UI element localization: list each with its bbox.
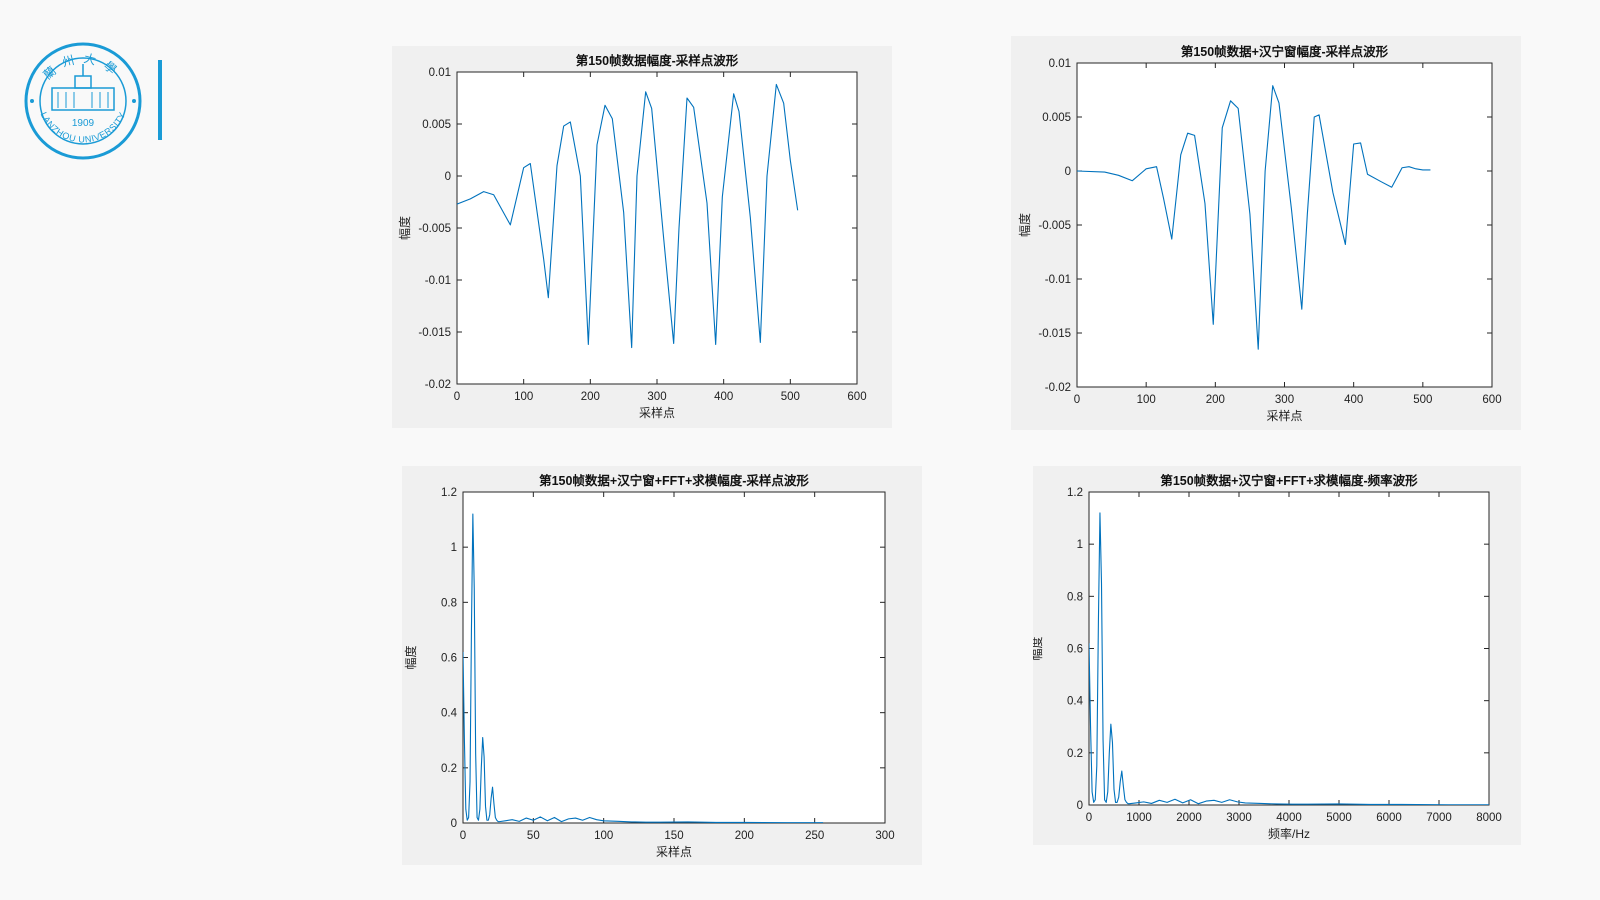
chart-frame-fft-frequency: 第150帧数据+汉宁窗+FFT+求模幅度-频率波形 0 1000 2000 3000 40… bbox=[1033, 466, 1521, 845]
logo-year: 1909 bbox=[72, 118, 95, 129]
y-axis-label: 幅度 bbox=[403, 645, 418, 669]
chart-1: 第150帧数据+汉宁窗幅度-采样点波形 0 100 200 300 400 500 600 -0… bbox=[1017, 44, 1502, 423]
x-tick-label: 3000 bbox=[1226, 812, 1252, 824]
chart-0: 第150帧数据幅度-采样点波形 0 100 200 300 400 500 600 -0.02 -… bbox=[397, 53, 867, 420]
y-tick-label: 0.005 bbox=[422, 119, 451, 131]
x-tick-label: 4000 bbox=[1276, 812, 1302, 824]
university-logo: 1909 LANZHOU UNIVERSITY 蘭州大學 bbox=[22, 40, 144, 162]
y-tick-label: -0.015 bbox=[1038, 328, 1071, 340]
x-tick-label: 300 bbox=[875, 830, 894, 842]
x-tick-label: 0 bbox=[460, 830, 466, 842]
y-tick-label: 0.8 bbox=[441, 597, 457, 609]
chart-title: 第150帧数据+汉宁窗+FFT+求模幅度-频率波形 bbox=[1160, 473, 1418, 488]
y-tick-label: 0.6 bbox=[1067, 644, 1083, 656]
x-tick-label: 100 bbox=[514, 391, 533, 403]
series-line bbox=[1089, 512, 1489, 805]
x-axis-label: 频率/Hz bbox=[1268, 826, 1310, 841]
series-line bbox=[463, 513, 824, 823]
x-tick-label: 500 bbox=[1413, 394, 1432, 406]
chart-2: 第150帧数据+汉宁窗+FFT+求模幅度-采样点波形 0 50 100 150 200 25… bbox=[403, 473, 895, 859]
x-tick-label: 600 bbox=[847, 391, 866, 403]
y-tick-label: 0.01 bbox=[1049, 58, 1071, 70]
plot-area bbox=[462, 491, 886, 824]
x-tick-label: 400 bbox=[714, 391, 733, 403]
y-tick-label: 0.01 bbox=[429, 67, 451, 79]
chart-frame-hanning-amplitude-samples: 第150帧数据+汉宁窗幅度-采样点波形 0 100 200 300 400 500 600 -0… bbox=[1011, 36, 1521, 430]
y-tick-label: 1 bbox=[451, 542, 457, 554]
x-tick-label: 0 bbox=[1086, 812, 1092, 824]
y-tick-label: 0 bbox=[445, 171, 451, 183]
x-tick-label: 200 bbox=[735, 830, 754, 842]
y-tick-label: 0.2 bbox=[1067, 748, 1083, 760]
y-tick-label: 0 bbox=[1077, 800, 1083, 812]
series-line bbox=[1077, 85, 1431, 350]
chart-title: 第150帧数据+汉宁窗幅度-采样点波形 bbox=[1181, 44, 1389, 59]
y-tick-label: 0.8 bbox=[1067, 591, 1083, 603]
y-tick-label: -0.005 bbox=[418, 223, 451, 235]
y-tick-label: -0.01 bbox=[1045, 274, 1071, 286]
y-tick-label: 1 bbox=[1077, 539, 1083, 551]
x-tick-label: 100 bbox=[1137, 394, 1156, 406]
y-axis-label: 幅度 bbox=[1033, 636, 1044, 660]
chart-frame-amplitude-samples: 第150帧数据幅度-采样点波形 0 100 200 300 400 500 600 -0.02 -… bbox=[392, 46, 892, 428]
y-tick-label: 0 bbox=[451, 818, 457, 830]
x-tick-label: 0 bbox=[454, 391, 460, 403]
x-tick-label: 7000 bbox=[1426, 812, 1452, 824]
plot-area bbox=[1088, 491, 1490, 806]
y-tick-label: -0.005 bbox=[1038, 220, 1071, 232]
chart-frame-fft-samples: 第150帧数据+汉宁窗+FFT+求模幅度-采样点波形 0 50 100 150 200 25… bbox=[402, 466, 922, 865]
x-tick-label: 250 bbox=[805, 830, 824, 842]
x-tick-label: 300 bbox=[1275, 394, 1294, 406]
x-axis-label: 采样点 bbox=[656, 844, 692, 859]
chart-title: 第150帧数据幅度-采样点波形 bbox=[576, 53, 739, 68]
x-tick-label: 0 bbox=[1074, 394, 1080, 406]
y-tick-label: -0.02 bbox=[1045, 382, 1071, 394]
y-tick-label: -0.02 bbox=[425, 379, 451, 391]
y-tick-label: -0.015 bbox=[418, 327, 451, 339]
x-tick-label: 500 bbox=[781, 391, 800, 403]
plot-area bbox=[1076, 62, 1493, 388]
y-tick-label: 0.4 bbox=[1067, 696, 1084, 708]
x-tick-label: 200 bbox=[581, 391, 600, 403]
x-tick-label: 2000 bbox=[1176, 812, 1202, 824]
logo-divider bbox=[158, 60, 162, 140]
chart-title: 第150帧数据+汉宁窗+FFT+求模幅度-采样点波形 bbox=[539, 473, 809, 488]
university-seal-icon: 1909 LANZHOU UNIVERSITY 蘭州大學 bbox=[24, 42, 142, 160]
series-line bbox=[457, 83, 799, 349]
plot-area bbox=[456, 71, 858, 385]
x-axis-label: 采样点 bbox=[639, 405, 675, 420]
y-axis-label: 幅度 bbox=[397, 216, 412, 240]
x-tick-label: 1000 bbox=[1126, 812, 1152, 824]
y-axis-label: 幅度 bbox=[1017, 213, 1032, 237]
y-tick-label: 0.2 bbox=[441, 763, 457, 775]
x-tick-label: 600 bbox=[1482, 394, 1501, 406]
x-tick-label: 200 bbox=[1206, 394, 1225, 406]
x-tick-label: 8000 bbox=[1476, 812, 1502, 824]
y-tick-label: 0.4 bbox=[441, 708, 458, 720]
y-tick-label: 1.2 bbox=[441, 487, 457, 499]
y-tick-label: 0.6 bbox=[441, 653, 457, 665]
x-tick-label: 150 bbox=[664, 830, 683, 842]
y-tick-label: 0 bbox=[1065, 166, 1071, 178]
y-tick-label: 0.005 bbox=[1042, 112, 1071, 124]
x-tick-label: 300 bbox=[647, 391, 666, 403]
y-tick-label: 1.2 bbox=[1067, 487, 1083, 499]
x-tick-label: 50 bbox=[527, 830, 540, 842]
y-tick-label: -0.01 bbox=[425, 275, 451, 287]
chart-3: 第150帧数据+汉宁窗+FFT+求模幅度-频率波形 0 1000 2000 3000 40… bbox=[1033, 473, 1502, 841]
x-tick-label: 5000 bbox=[1326, 812, 1352, 824]
x-tick-label: 400 bbox=[1344, 394, 1363, 406]
x-tick-label: 6000 bbox=[1376, 812, 1402, 824]
x-axis-label: 采样点 bbox=[1266, 408, 1302, 423]
x-tick-label: 100 bbox=[594, 830, 613, 842]
